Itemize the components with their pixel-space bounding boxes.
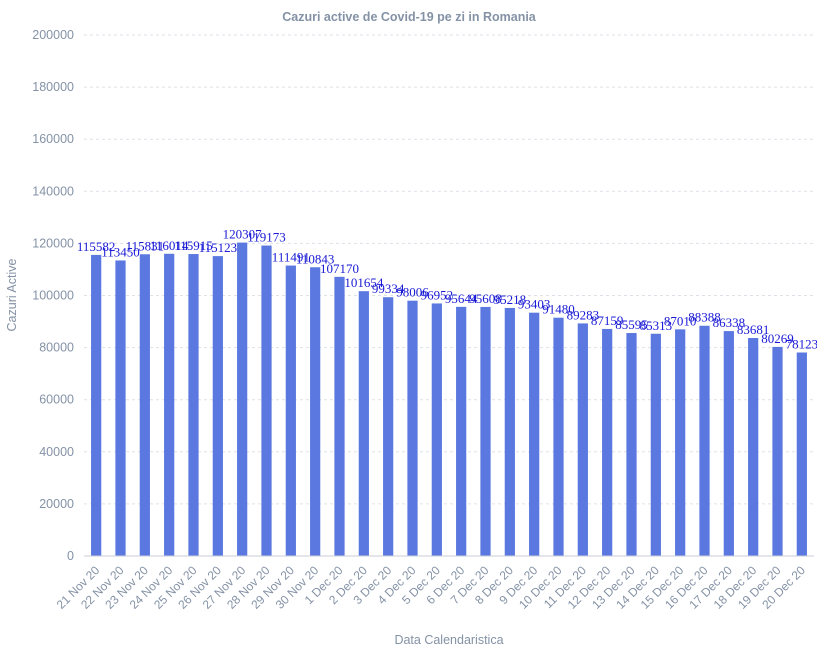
data-label: 85595 [615,317,648,332]
data-label: 87010 [664,313,697,328]
y-tick-label: 40000 [39,445,74,459]
bar [358,291,369,556]
y-tick-label: 140000 [32,184,74,198]
bar [285,265,296,556]
bar [431,303,442,556]
bar [602,328,613,556]
y-tick-label: 60000 [39,393,74,407]
y-axis-title: Cazuri Active [5,258,19,331]
data-label: 93403 [518,297,551,312]
data-labels: 1155821134501158311160141159151151231203… [77,227,817,352]
data-label: 88388 [688,310,721,325]
bar [480,306,491,556]
chart-title: Cazuri active de Covid-19 pe zi in Roman… [282,10,537,24]
bar [310,267,321,556]
data-label: 115831 [126,238,165,253]
data-label: 83681 [737,322,770,337]
bar [91,254,102,557]
y-tick-label: 20000 [39,497,74,511]
data-label: 111491 [272,250,310,265]
bar [261,245,272,557]
bar [456,306,467,556]
y-tick-label: 0 [67,549,74,563]
gridlines [84,34,814,505]
bar [139,254,150,556]
data-label: 95644 [445,291,478,306]
data-label: 99334 [372,281,405,296]
data-label: 120307 [223,227,263,242]
bar [626,333,637,556]
data-label: 107170 [320,261,359,276]
bar [723,331,734,556]
bar [650,333,661,556]
data-label: 113450 [101,244,140,259]
bars [91,242,807,557]
bar [772,346,783,556]
data-label: 95218 [494,292,527,307]
data-label: 119173 [247,230,286,245]
data-label: 115123 [199,240,238,255]
data-label: 95608 [469,291,502,306]
y-tick-label: 180000 [32,80,74,94]
y-axis-ticks: 0 20000 40000 60000 80000 100000 120000 140000 1… [32,28,74,563]
data-label: 89283 [567,307,600,322]
data-label: 115582 [77,239,116,254]
y-tick-label: 200000 [32,28,74,42]
bar [699,325,710,556]
bar [796,352,807,556]
y-tick-label: 120000 [32,236,74,250]
bar [334,276,345,556]
bar [115,260,126,556]
y-tick-label: 160000 [32,132,74,146]
data-label: 115915 [174,238,213,253]
x-axis-title: Data Calendaristica [394,633,503,647]
bar [407,300,418,556]
data-label: 101654 [344,275,384,290]
bar [748,338,759,556]
data-label: 87159 [591,313,624,328]
bar [212,256,223,556]
bar [383,297,394,556]
data-label: 116014 [150,238,189,253]
bar [504,307,515,556]
data-label: 91480 [542,302,575,317]
bar [188,254,199,556]
bar [553,317,564,556]
data-label: 98006 [396,285,429,300]
y-tick-label: 80000 [39,341,74,355]
bar [164,253,175,557]
bar [577,323,588,556]
data-label: 80269 [761,331,794,346]
data-label: 96952 [421,287,454,302]
bar [237,242,248,556]
data-label: 78123 [786,336,817,351]
bar [675,329,686,556]
y-tick-label: 100000 [32,289,74,303]
data-label: 86338 [713,315,746,330]
bar [529,312,540,556]
data-label: 85313 [640,318,673,333]
data-label: 110843 [296,251,335,266]
